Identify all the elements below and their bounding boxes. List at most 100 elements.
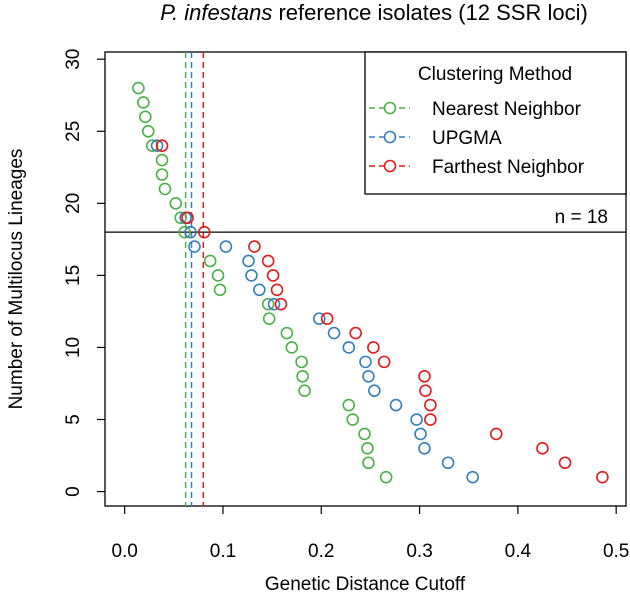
data-point — [368, 384, 381, 397]
data-point — [267, 297, 281, 311]
data-points — [132, 81, 609, 484]
data-point — [253, 283, 266, 297]
data-point — [410, 413, 423, 426]
data-point — [169, 197, 183, 210]
data-point — [342, 341, 356, 354]
legend-label: UPGMA — [432, 128, 502, 149]
data-point — [361, 442, 374, 455]
data-point — [145, 139, 159, 152]
x-tick-label: 0.2 — [308, 541, 334, 562]
data-point — [178, 225, 191, 239]
data-point — [150, 139, 164, 152]
data-point — [141, 124, 155, 138]
data-point — [188, 240, 201, 253]
x-axis-label: Genetic Distance Cutoff — [265, 574, 466, 595]
data-point — [174, 211, 187, 225]
x-tick-label: 0.1 — [210, 541, 236, 562]
y-tick-label: 20 — [63, 193, 84, 214]
y-tick-label: 0 — [63, 486, 84, 497]
data-point — [203, 254, 217, 268]
legend-items: Nearest Neighbor UPGMA Farthest Neighbor — [369, 99, 585, 178]
legend-label: Nearest Neighbor — [432, 99, 582, 120]
data-point — [359, 355, 372, 369]
data-point — [414, 427, 427, 441]
axes: 0.0 0.1 0.2 0.3 0.4 0.5 0 5 10 15 20 25 30 — [63, 49, 629, 562]
data-point — [419, 384, 432, 397]
data-point — [139, 110, 152, 124]
data-point — [349, 326, 362, 340]
data-point — [320, 312, 334, 325]
cutoff-lines — [184, 52, 205, 506]
data-point — [261, 297, 275, 311]
data-point — [242, 254, 255, 268]
data-point — [389, 398, 403, 412]
data-point — [158, 182, 172, 196]
data-point — [270, 283, 284, 297]
data-point — [536, 442, 549, 455]
data-point — [418, 442, 431, 455]
threshold-label: n = 18 — [555, 207, 608, 228]
data-point — [155, 139, 169, 152]
y-tick-label: 25 — [63, 121, 84, 142]
data-point — [558, 456, 572, 470]
chart-title-rest: reference isolates (12 SSR loci) — [272, 0, 587, 25]
data-point — [424, 398, 437, 412]
data-point — [296, 369, 309, 383]
data-point — [441, 456, 455, 470]
data-point — [211, 269, 225, 282]
data-point — [424, 413, 437, 426]
data-point — [219, 240, 233, 253]
data-point — [377, 355, 391, 369]
data-point — [132, 81, 145, 95]
legend-swatch-marker — [383, 101, 397, 115]
x-tick-label: 0.0 — [111, 541, 137, 562]
data-point — [466, 470, 479, 484]
data-point — [342, 398, 356, 412]
y-axis-label: Number of Multilocus Lineages — [6, 149, 27, 410]
data-point — [245, 269, 258, 282]
threshold-line-group: n = 18 — [105, 207, 626, 233]
chart-title: P. infestans reference isolates (12 SSR … — [160, 0, 588, 25]
x-tick-label: 0.4 — [505, 541, 532, 562]
data-point — [346, 413, 360, 426]
data-point — [362, 369, 375, 383]
data-point — [418, 369, 431, 383]
data-point — [596, 470, 609, 484]
data-point — [362, 456, 375, 470]
y-tick-label: 15 — [63, 265, 84, 286]
data-point — [285, 341, 299, 354]
data-point — [274, 297, 288, 311]
y-tick-label: 5 — [63, 414, 84, 425]
data-point — [262, 312, 276, 325]
legend-title: Clustering Method — [418, 64, 572, 85]
data-point — [248, 240, 261, 253]
data-point — [489, 427, 503, 441]
x-tick-label: 0.3 — [406, 541, 432, 562]
data-point — [181, 211, 194, 225]
y-tick-label: 10 — [63, 337, 84, 358]
data-point — [327, 326, 341, 340]
y-tick-label: 30 — [63, 49, 84, 70]
data-point — [367, 341, 380, 354]
data-point — [197, 225, 211, 239]
data-point — [184, 225, 197, 239]
data-point — [261, 254, 275, 268]
data-point — [312, 312, 326, 325]
data-point — [379, 470, 393, 484]
data-point — [213, 283, 227, 297]
legend-box — [364, 51, 627, 195]
legend-label: Farthest Neighbor — [432, 157, 585, 178]
x-tick-label: 0.5 — [603, 541, 629, 562]
data-point — [280, 326, 294, 340]
legend-swatch-marker — [383, 159, 397, 173]
data-point — [266, 269, 280, 282]
data-point — [295, 355, 308, 369]
data-point — [298, 384, 311, 397]
legend-swatch-marker — [383, 130, 397, 144]
data-point — [137, 96, 150, 109]
data-point — [155, 153, 169, 167]
chart-title-italic: P. infestans — [160, 0, 272, 25]
data-point — [155, 168, 169, 181]
legend: Clustering Method Nearest Neighbor UPGMA F… — [364, 51, 627, 195]
